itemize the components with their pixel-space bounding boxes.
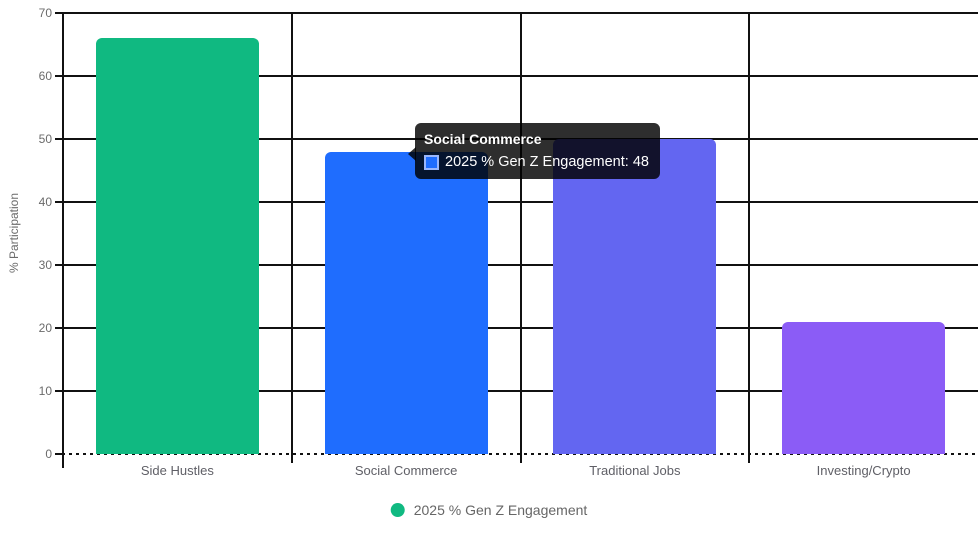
tooltip-caret [408,147,416,161]
bar-traditional-jobs[interactable] [553,139,717,454]
y-tick-mark [55,390,63,392]
bar-investing-crypto[interactable] [782,321,946,454]
y-tick-mark [55,453,63,455]
tooltip-series-colorbox [424,154,439,170]
x-tick-mark [290,454,293,463]
tooltip: Social Commerce 2025 % Gen Z Engagement:… [408,123,660,179]
y-tick-label: 10 [38,384,52,398]
x-axis-label-side-hustles: Side Hustles [140,463,214,478]
bar-social-commerce[interactable] [324,151,488,454]
y-tick-mark [55,138,63,140]
legend-marker-icon [390,503,405,517]
y-tick-mark [55,75,63,77]
y-tick-mark [55,12,63,14]
y-tick-label: 20 [38,321,52,335]
x-tick-mark [748,454,751,463]
y-tick-mark [55,201,63,203]
y-tick-label: 60 [38,69,52,83]
gridline-vertical [290,13,293,454]
x-axis-line [55,453,978,455]
legend-item[interactable]: 2025 % Gen Z Engagement [390,502,588,518]
x-tick-mark [519,454,522,463]
gridline-vertical [748,13,751,454]
bar-side-hustles[interactable] [95,38,259,454]
y-tick-label: 40 [38,195,52,209]
gridline-vertical [519,13,522,454]
x-axis-label-investing-crypto: Investing/Crypto [816,463,911,478]
y-tick-mark [55,327,63,329]
y-tick-label: 30 [38,258,52,272]
legend-label: 2025 % Gen Z Engagement [413,502,588,518]
y-axis-line [62,13,64,468]
y-tick-label: 0 [45,447,52,461]
x-axis-label-social-commerce: Social Commerce [354,463,458,478]
y-tick-label: 50 [38,132,52,146]
x-axis-label-traditional-jobs: Traditional Jobs [589,463,681,478]
y-tick-label: 70 [38,6,52,20]
tooltip-title: Social Commerce [424,131,542,147]
tooltip-series-value: 2025 % Gen Z Engagement: 48 [445,154,649,170]
y-tick-mark [55,264,63,266]
